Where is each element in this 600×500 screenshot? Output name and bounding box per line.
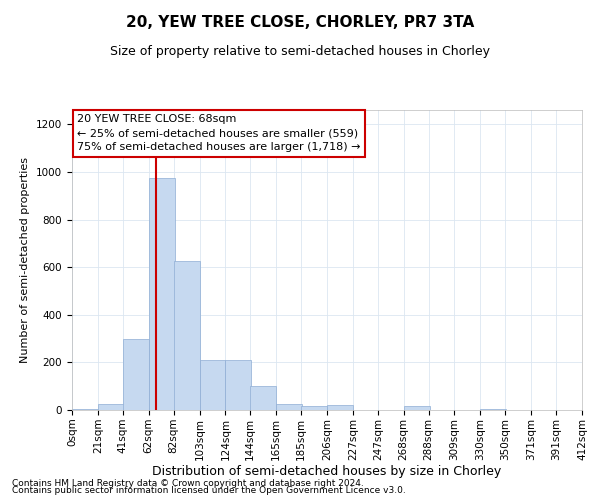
Bar [123, 338, 149, 410]
Text: 20 YEW TREE CLOSE: 68sqm
← 25% of semi-detached houses are smaller (559)
75% of : 20 YEW TREE CLOSE: 68sqm ← 25% of semi-d… [77, 114, 361, 152]
Bar [481, 409, 506, 410]
Bar [404, 406, 430, 410]
Bar [72, 409, 98, 410]
Bar [276, 404, 302, 410]
Bar [327, 405, 353, 410]
Bar [226, 360, 251, 410]
Text: Size of property relative to semi-detached houses in Chorley: Size of property relative to semi-detach… [110, 45, 490, 58]
Bar [250, 386, 276, 410]
Bar [98, 404, 124, 410]
X-axis label: Distribution of semi-detached houses by size in Chorley: Distribution of semi-detached houses by … [152, 466, 502, 478]
Text: Contains HM Land Registry data © Crown copyright and database right 2024.: Contains HM Land Registry data © Crown c… [12, 478, 364, 488]
Text: Contains public sector information licensed under the Open Government Licence v3: Contains public sector information licen… [12, 486, 406, 495]
Bar [199, 360, 226, 410]
Bar [301, 406, 327, 410]
Text: 20, YEW TREE CLOSE, CHORLEY, PR7 3TA: 20, YEW TREE CLOSE, CHORLEY, PR7 3TA [126, 15, 474, 30]
Y-axis label: Number of semi-detached properties: Number of semi-detached properties [20, 157, 31, 363]
Bar [149, 178, 175, 410]
Bar [173, 261, 199, 410]
